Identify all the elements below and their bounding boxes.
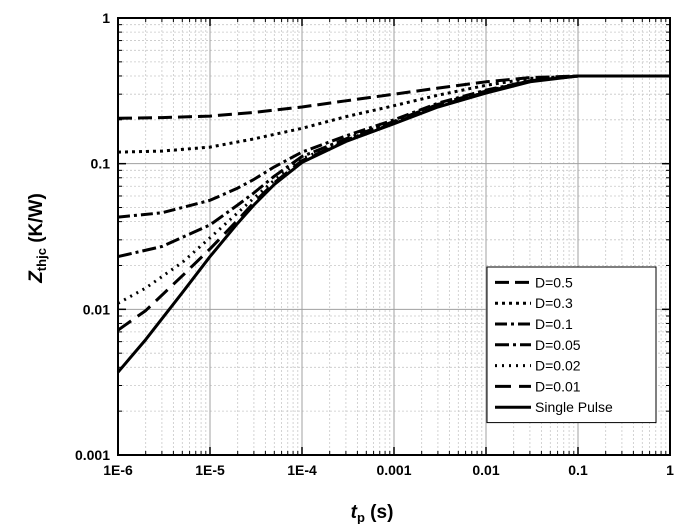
legend-label: D=0.5 <box>535 274 573 290</box>
legend-label: D=0.02 <box>535 358 581 374</box>
x-tick-label: 1 <box>666 462 674 478</box>
x-tick-label: 1E-6 <box>103 462 133 478</box>
y-axis-title-unit: (K/W) <box>26 193 47 248</box>
legend-label: Single Pulse <box>535 399 613 415</box>
legend-label: D=0.1 <box>535 316 573 332</box>
y-tick-label: 1 <box>102 10 110 26</box>
x-axis-title-unit: (s) <box>365 502 394 523</box>
series-line-5 <box>117 74 670 332</box>
series-line-6 <box>116 74 670 374</box>
y-tick-label: 0.01 <box>83 301 110 317</box>
y-tick-labels: 0.001 0.01 0.1 1 <box>75 10 110 463</box>
legend-label: D=0.01 <box>535 378 581 394</box>
series-line-1 <box>117 74 670 154</box>
x-tick-label: 1E-5 <box>195 462 225 478</box>
x-tick-label: 0.1 <box>568 462 588 478</box>
series-lines <box>116 74 670 374</box>
x-axis-title-main: t <box>351 502 358 523</box>
y-tick-label: 0.1 <box>91 156 111 172</box>
x-tick-label: 1E-4 <box>287 462 317 478</box>
x-tick-label: 0.001 <box>376 462 411 478</box>
legend-label: D=0.05 <box>535 337 581 353</box>
x-tick-labels: 1E-6 1E-5 1E-4 0.001 0.01 0.1 1 <box>103 462 674 478</box>
y-axis-title: Zthjc (K/W) <box>26 193 49 284</box>
x-tick-label: 0.01 <box>472 462 499 478</box>
y-axis-title-main: Z <box>26 270 47 284</box>
y-axis-title-sub: thjc <box>34 248 49 271</box>
x-axis-title-sub: p <box>357 510 365 524</box>
y-tick-label: 0.001 <box>75 447 110 463</box>
legend-label: D=0.3 <box>535 295 573 311</box>
axis-ticks <box>117 17 671 456</box>
legend: D=0.5 D=0.3 D=0.1 D=0.05 D=0.02 D=0.01 Single … <box>486 266 657 424</box>
series-line-2 <box>117 74 670 219</box>
x-axis-title: tp (s) <box>351 502 394 524</box>
